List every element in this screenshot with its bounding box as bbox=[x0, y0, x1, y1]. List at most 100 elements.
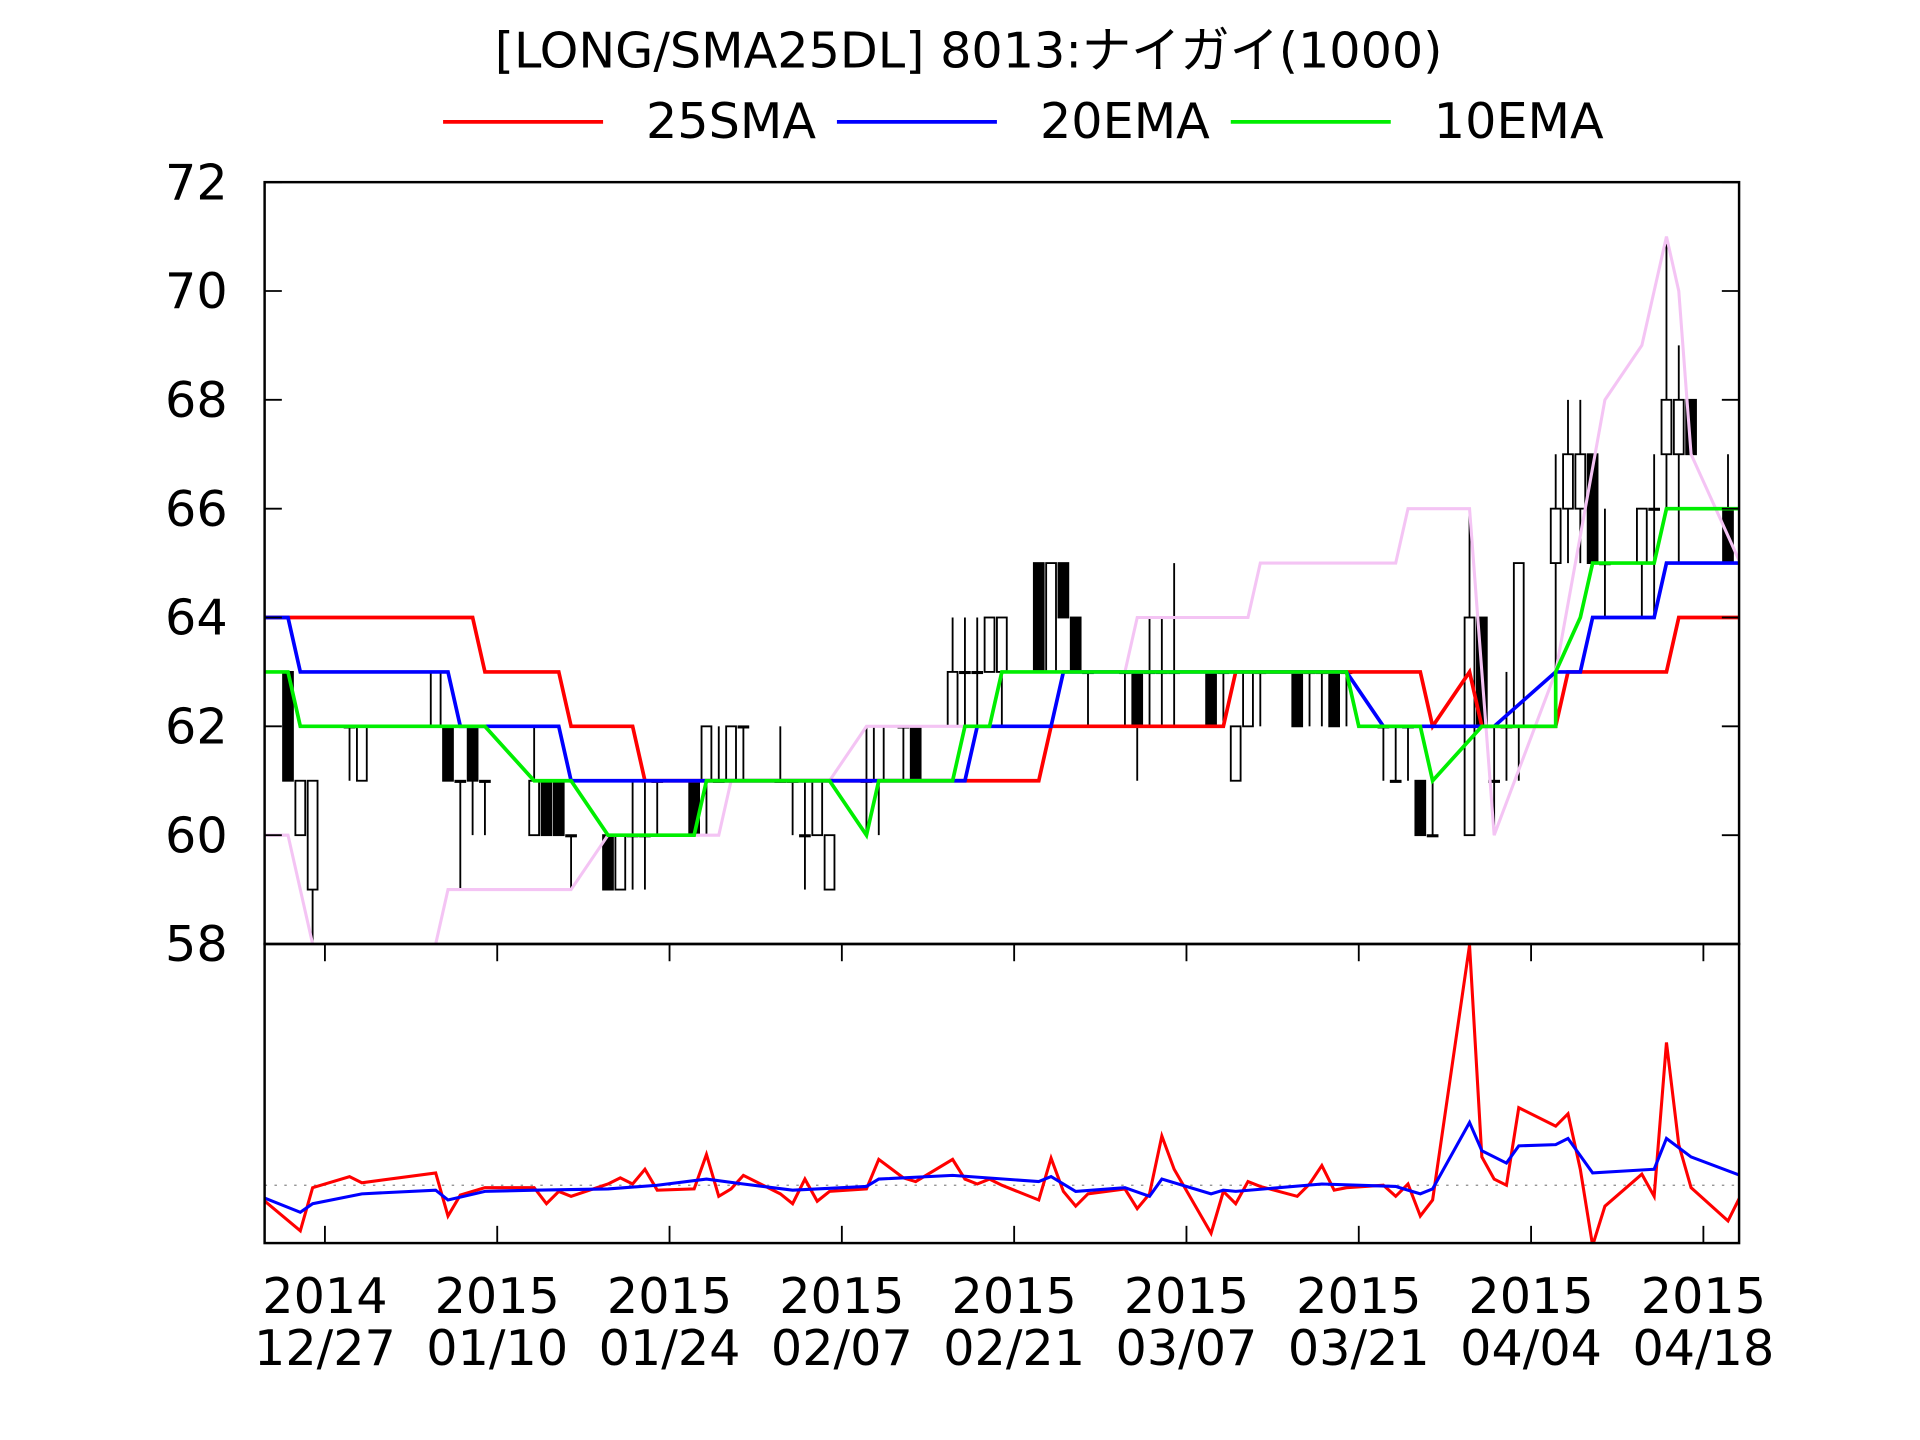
candle-body-up bbox=[614, 834, 627, 891]
candle-body-up bbox=[306, 779, 319, 891]
legend: 25SMA 20EMA 10EMA bbox=[443, 92, 1604, 150]
candle-body-up bbox=[823, 834, 836, 891]
candle bbox=[725, 725, 737, 782]
candle-body-down bbox=[1057, 562, 1070, 619]
indicator-panel bbox=[264, 945, 1740, 1244]
candle bbox=[1512, 562, 1525, 781]
candle-body-up bbox=[1549, 507, 1562, 564]
candle-body-up bbox=[1648, 507, 1660, 511]
candle bbox=[1205, 670, 1217, 728]
candle-body-down bbox=[1328, 670, 1340, 728]
candle bbox=[565, 834, 577, 890]
candle bbox=[1229, 725, 1242, 782]
candle-body-up bbox=[725, 725, 737, 782]
y-tick-label: 60 bbox=[165, 806, 228, 864]
candle bbox=[294, 779, 307, 837]
candle-body-up bbox=[872, 725, 885, 782]
candle bbox=[959, 617, 971, 727]
candle-body-up bbox=[996, 616, 1008, 673]
x-tick-label-date: 02/21 bbox=[943, 1319, 1085, 1377]
legend-label-20ema: 20EMA bbox=[1040, 92, 1210, 150]
x-tick-label-date: 03/07 bbox=[1116, 1319, 1258, 1377]
candle bbox=[1660, 236, 1673, 509]
y-tick-label: 58 bbox=[165, 915, 228, 973]
candle-body-up bbox=[971, 670, 984, 675]
candle-body-up bbox=[1045, 562, 1057, 673]
candle bbox=[983, 616, 996, 673]
candle-body-up bbox=[799, 834, 811, 838]
y-tick-label: 70 bbox=[165, 262, 228, 320]
candle-body-down bbox=[909, 725, 922, 782]
candle bbox=[737, 725, 750, 781]
candle bbox=[1045, 562, 1057, 673]
candle bbox=[1119, 670, 1131, 727]
candle-body-up bbox=[700, 725, 713, 782]
candle bbox=[1414, 779, 1427, 837]
candle bbox=[1057, 562, 1070, 619]
candle bbox=[442, 725, 454, 782]
candle bbox=[1291, 670, 1304, 728]
candle bbox=[946, 617, 959, 728]
candle-body-down bbox=[540, 779, 553, 837]
candle-body-up bbox=[1229, 725, 1242, 782]
candle bbox=[429, 670, 442, 728]
candle-body-down bbox=[1131, 670, 1144, 728]
chart-title: [LONG/SMA25DL] 8013:ナイガイ(1000) bbox=[495, 22, 1443, 80]
candle bbox=[1303, 670, 1316, 727]
candle-body-up bbox=[1242, 670, 1254, 728]
candle bbox=[786, 779, 799, 836]
price-panel bbox=[264, 236, 1740, 944]
indicator-line-red bbox=[264, 945, 1740, 1244]
candle bbox=[343, 725, 356, 781]
candle bbox=[1328, 670, 1340, 728]
candle bbox=[1069, 616, 1082, 673]
candle-body-up bbox=[454, 779, 467, 783]
candle bbox=[1549, 454, 1562, 672]
indicator-panel-frame bbox=[263, 942, 1741, 1245]
candle bbox=[1672, 345, 1685, 564]
candle bbox=[479, 779, 491, 836]
candle-body-up bbox=[983, 616, 996, 673]
x-tick-label-date: 12/27 bbox=[254, 1319, 396, 1377]
candle-body-up bbox=[528, 779, 540, 837]
candle-body-up bbox=[737, 725, 750, 729]
x-tick-label-year: 2015 bbox=[607, 1267, 732, 1325]
x-tick-label-date: 04/18 bbox=[1632, 1319, 1774, 1377]
candle bbox=[552, 779, 565, 837]
candle-body-down bbox=[1032, 562, 1045, 673]
candle bbox=[454, 779, 467, 890]
candle bbox=[540, 779, 553, 837]
candle-body-up bbox=[429, 670, 442, 728]
candle bbox=[811, 779, 824, 837]
candle-body-up bbox=[479, 779, 491, 783]
legend-label-25sma: 25SMA bbox=[646, 92, 816, 150]
candle bbox=[1032, 562, 1045, 673]
candle-body-up bbox=[294, 779, 307, 837]
x-tick-label-year: 2015 bbox=[779, 1267, 904, 1325]
x-tick-label-year: 2015 bbox=[1296, 1267, 1421, 1325]
candle bbox=[909, 725, 922, 782]
candle bbox=[712, 726, 725, 783]
candle bbox=[774, 726, 787, 783]
x-tick-label-date: 03/21 bbox=[1288, 1319, 1430, 1377]
candle-body-up bbox=[1562, 453, 1574, 510]
x-tick-label-date: 04/04 bbox=[1460, 1319, 1602, 1377]
candle bbox=[651, 779, 664, 836]
candle-body-down bbox=[1414, 779, 1427, 837]
y-tick-label: 66 bbox=[165, 480, 228, 538]
x-tick-label-year: 2015 bbox=[1124, 1267, 1249, 1325]
candle-body-up bbox=[1672, 398, 1685, 456]
x-tick-label-year: 2015 bbox=[435, 1267, 560, 1325]
x-tick-label-year: 2015 bbox=[1641, 1267, 1766, 1325]
candle bbox=[897, 725, 910, 781]
candle-body-down bbox=[1069, 616, 1082, 673]
candle-body-up bbox=[565, 834, 577, 838]
x-tick-label-year: 2014 bbox=[262, 1267, 387, 1325]
candle bbox=[1082, 670, 1094, 727]
series-line-10ema bbox=[264, 506, 1740, 840]
candle-body-down bbox=[1205, 670, 1217, 728]
candle-body-up bbox=[946, 670, 959, 728]
candle bbox=[1254, 670, 1267, 727]
candle bbox=[466, 725, 479, 836]
